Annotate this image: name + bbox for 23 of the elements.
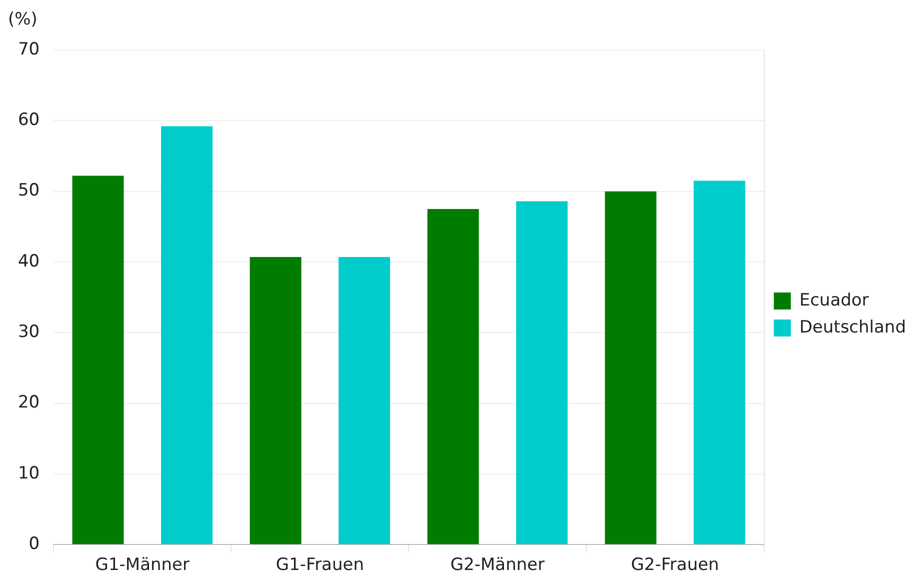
bar — [427, 208, 479, 544]
bar — [250, 257, 302, 544]
legend-label: Ecuador — [799, 290, 869, 310]
y-axis-title: (%) — [8, 9, 38, 30]
y-tick-label: 30 — [18, 322, 40, 342]
x-tick-label: G1-Männer — [95, 555, 190, 576]
x-tick-label: G1-Frauen — [276, 555, 364, 576]
x-tick-label: G2-Männer — [450, 555, 545, 576]
legend-label: Deutschland — [799, 317, 906, 338]
bar — [72, 176, 124, 544]
y-tick-label: 10 — [18, 463, 40, 484]
y-tick-label: 40 — [18, 251, 40, 272]
bar — [161, 126, 213, 544]
bar — [338, 257, 390, 544]
y-tick-label: 60 — [18, 110, 40, 130]
x-tick-label: G2-Frauen — [631, 555, 720, 576]
bar — [694, 180, 746, 544]
y-tick-label: 20 — [18, 392, 40, 413]
y-tick-label: 70 — [18, 39, 40, 60]
bar — [516, 201, 568, 544]
y-tick-label: 0 — [28, 534, 40, 554]
y-tick-label: 50 — [18, 180, 40, 201]
bar — [604, 191, 656, 544]
